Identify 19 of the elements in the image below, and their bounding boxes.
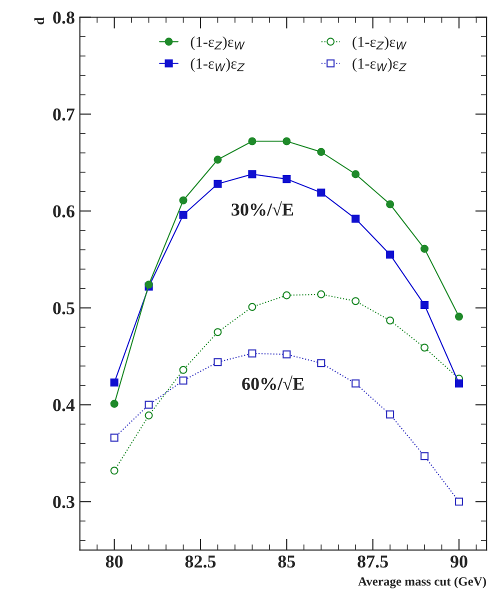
x-tick-label: 87.5 [358, 555, 388, 568]
legend-label: (1-ε$_{Z}$)ε$_{W}$ [352, 36, 407, 50]
y-tick-label: 0.6 [53, 205, 74, 218]
y-tick-label: 0.7 [53, 108, 75, 121]
annotation: 30%/√E [232, 201, 294, 216]
legend-label: (1-ε$_{Z}$)ε$_{W}$ [190, 36, 245, 50]
x-tick-label: 80 [106, 555, 123, 568]
annotation: 60%/√E [242, 376, 304, 390]
y-axis-title: d [34, 17, 44, 24]
legend-label: (1-ε$_{W}$)ε$_{Z}$ [352, 58, 407, 72]
x-tick-label: 85 [278, 555, 296, 568]
y-tick-label: 0.5 [53, 302, 74, 314]
y-tick-label: 0.8 [53, 12, 74, 24]
y-tick-label: 0.3 [53, 496, 74, 508]
y-tick-label: 0.4 [53, 399, 75, 412]
x-tick-label: 82.5 [185, 555, 216, 568]
legend-label: (1-ε$_{W}$)ε$_{Z}$ [190, 58, 245, 72]
x-tick-label: 90 [450, 555, 468, 568]
x-axis-title: Average mass cut (GeV) [358, 576, 486, 588]
